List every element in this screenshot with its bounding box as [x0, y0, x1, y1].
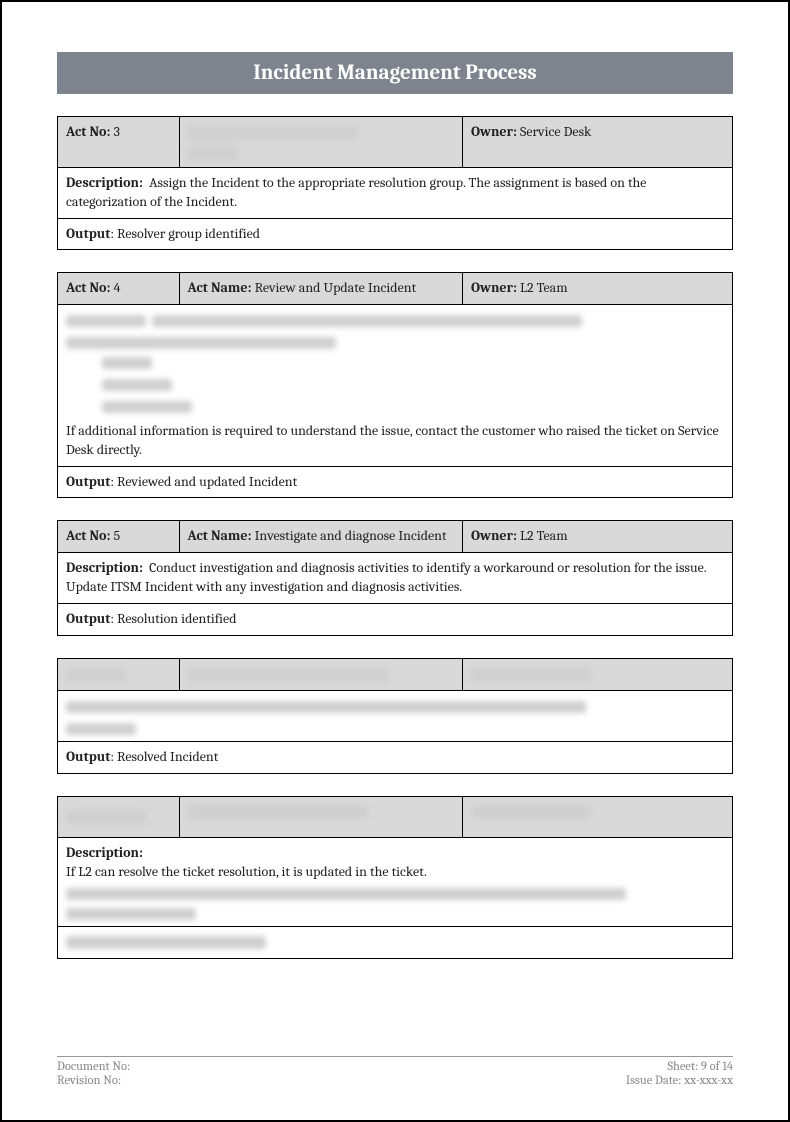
blurred-header [66, 810, 146, 824]
act-name-label: Act Name: [188, 527, 252, 544]
desc: Conduct investigation and diagnosis acti… [66, 559, 706, 595]
blurred-text [66, 315, 146, 327]
desc-after: If additional information is required to… [66, 422, 719, 458]
act-table-5: Act No: 5 Act Name: Investigate and diag… [57, 520, 733, 636]
sheet-no: Sheet: 9 of 14 [626, 1060, 733, 1074]
desc-visible: If L2 can resolve the ticket resolution,… [66, 863, 427, 880]
owner-label: Owner: [471, 123, 517, 140]
act-no: 4 [114, 279, 121, 296]
output-label: Output [66, 225, 110, 242]
owner: L2 Team [520, 527, 568, 544]
output: : Resolved Incident [110, 748, 218, 765]
issue-date: Issue Date: xx-xxx-xx [626, 1074, 733, 1088]
act-no-label: Act No: [66, 123, 110, 140]
blurred-header [66, 668, 126, 682]
output-label: Output [66, 473, 110, 490]
act-name-label: Act Name: [188, 279, 252, 296]
owner-label: Owner: [471, 279, 517, 296]
owner-label: Owner: [471, 527, 517, 544]
output: : Reviewed and updated Incident [110, 473, 297, 490]
act-no: 3 [114, 123, 120, 140]
blurred-list [66, 353, 724, 416]
desc-label: Description: [66, 844, 143, 861]
act-table-3: Act No: 3 Owner: Service Desk Descriptio… [57, 116, 733, 250]
output-label: Output [66, 748, 110, 765]
desc-cell: Description: If L2 can resolve the ticke… [58, 838, 733, 927]
act-name-blurred-2 [188, 147, 238, 160]
blurred-text [66, 908, 196, 920]
owner: L2 Team [520, 279, 568, 296]
act-name-blurred [188, 126, 358, 140]
page-title: Incident Management Process [57, 52, 733, 94]
blurred-output [66, 936, 266, 949]
page-footer: Document No: Revision No: Sheet: 9 of 14… [57, 1056, 733, 1088]
output: : Resolver group identified [110, 225, 260, 242]
blurred-text [66, 888, 626, 900]
blurred-text [66, 337, 336, 349]
act-no-label: Act No: [66, 527, 110, 544]
desc-label: Description: [66, 174, 143, 191]
act-no: 5 [114, 527, 121, 544]
desc-cell: If additional information is required to… [58, 305, 733, 466]
blurred-header [471, 805, 591, 819]
act-table-6: Output: Resolved Incident [57, 658, 733, 774]
desc-cell [58, 690, 733, 741]
desc-label: Description: [66, 559, 143, 576]
act-table-4: Act No: 4 Act Name: Review and Update In… [57, 272, 733, 498]
blurred-text [152, 315, 582, 327]
owner: Service Desk [520, 123, 591, 140]
act-table-7: Description: If L2 can resolve the ticke… [57, 796, 733, 959]
blurred-header [188, 668, 388, 682]
output-label: Output [66, 610, 110, 627]
blurred-header [188, 805, 368, 819]
act-no-label: Act No: [66, 279, 110, 296]
rev-no: Revision No: [57, 1074, 130, 1088]
desc: Assign the Incident to the appropriate r… [66, 174, 646, 210]
act-name: Investigate and diagnose Incident [255, 527, 447, 544]
doc-no: Document No: [57, 1060, 130, 1074]
output-cell [58, 927, 733, 959]
output: : Resolution identified [110, 610, 236, 627]
blurred-text [66, 723, 136, 735]
blurred-header [471, 668, 591, 682]
blurred-text [66, 701, 586, 713]
act-name: Review and Update Incident [255, 279, 417, 296]
